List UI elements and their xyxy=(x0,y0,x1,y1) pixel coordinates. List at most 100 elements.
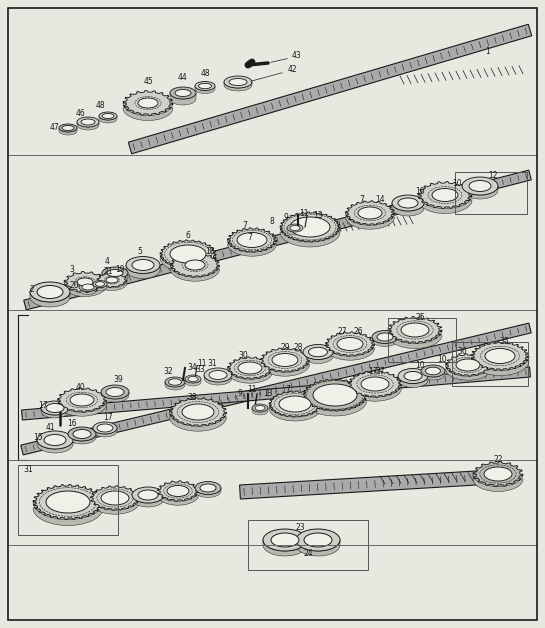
Text: 20: 20 xyxy=(69,281,79,291)
Polygon shape xyxy=(33,485,103,519)
Text: 23: 23 xyxy=(295,524,305,533)
Polygon shape xyxy=(195,86,215,94)
Polygon shape xyxy=(392,203,424,216)
Polygon shape xyxy=(58,388,106,412)
Polygon shape xyxy=(99,116,117,123)
Polygon shape xyxy=(445,354,490,376)
Ellipse shape xyxy=(290,225,300,230)
Ellipse shape xyxy=(185,375,201,383)
Polygon shape xyxy=(227,357,272,379)
Polygon shape xyxy=(227,368,272,383)
Polygon shape xyxy=(101,392,129,402)
Polygon shape xyxy=(93,428,117,437)
Polygon shape xyxy=(296,540,340,556)
Ellipse shape xyxy=(237,232,267,247)
Polygon shape xyxy=(471,342,529,371)
Polygon shape xyxy=(126,265,160,278)
Polygon shape xyxy=(68,434,96,444)
Text: 9: 9 xyxy=(283,214,288,222)
Ellipse shape xyxy=(398,369,428,384)
Text: 22: 22 xyxy=(493,455,502,465)
Text: 48: 48 xyxy=(95,102,105,111)
Polygon shape xyxy=(59,128,77,135)
Text: 13: 13 xyxy=(313,212,323,220)
Bar xyxy=(452,342,528,386)
Polygon shape xyxy=(97,273,127,288)
Text: 1: 1 xyxy=(486,48,491,57)
Bar xyxy=(455,172,527,214)
Polygon shape xyxy=(227,228,276,252)
Ellipse shape xyxy=(484,467,512,481)
Text: 21: 21 xyxy=(103,268,113,276)
Text: 10: 10 xyxy=(452,178,462,188)
Text: 25: 25 xyxy=(415,313,425,323)
Text: 7: 7 xyxy=(243,220,247,229)
Polygon shape xyxy=(90,498,140,514)
Polygon shape xyxy=(123,90,173,116)
Text: 9: 9 xyxy=(238,389,243,398)
Polygon shape xyxy=(22,367,530,420)
Ellipse shape xyxy=(41,401,69,415)
Text: 5: 5 xyxy=(137,247,142,256)
Ellipse shape xyxy=(290,217,330,237)
Ellipse shape xyxy=(485,349,515,364)
Polygon shape xyxy=(346,201,395,225)
Ellipse shape xyxy=(337,337,363,350)
Text: 13: 13 xyxy=(263,389,273,399)
Text: 10: 10 xyxy=(415,360,425,369)
Text: 12: 12 xyxy=(488,170,498,180)
Polygon shape xyxy=(41,408,69,418)
Polygon shape xyxy=(64,271,106,293)
Text: 28: 28 xyxy=(293,342,303,352)
Polygon shape xyxy=(185,379,201,386)
Polygon shape xyxy=(418,195,472,214)
Polygon shape xyxy=(79,287,97,295)
Ellipse shape xyxy=(81,119,95,125)
Text: 7: 7 xyxy=(360,195,365,205)
Ellipse shape xyxy=(107,269,123,276)
Text: 36: 36 xyxy=(457,347,467,357)
Ellipse shape xyxy=(95,282,105,286)
Polygon shape xyxy=(348,371,402,397)
Text: 31: 31 xyxy=(207,359,217,369)
Text: 44: 44 xyxy=(178,73,188,82)
Bar xyxy=(18,465,118,535)
Polygon shape xyxy=(93,284,107,291)
Ellipse shape xyxy=(101,491,129,505)
Text: 11: 11 xyxy=(247,386,257,394)
Ellipse shape xyxy=(313,384,357,406)
Polygon shape xyxy=(372,337,398,347)
Text: 19: 19 xyxy=(115,266,125,274)
Ellipse shape xyxy=(97,424,113,432)
Polygon shape xyxy=(252,408,268,415)
Polygon shape xyxy=(169,398,227,426)
Ellipse shape xyxy=(102,267,128,279)
Ellipse shape xyxy=(37,431,73,449)
Ellipse shape xyxy=(82,284,94,290)
Ellipse shape xyxy=(462,177,498,195)
Text: 38: 38 xyxy=(187,392,197,401)
Text: 40: 40 xyxy=(75,382,85,391)
Ellipse shape xyxy=(238,362,262,374)
Ellipse shape xyxy=(170,87,196,99)
Bar xyxy=(388,318,456,362)
Polygon shape xyxy=(445,365,490,380)
Polygon shape xyxy=(263,540,307,556)
Polygon shape xyxy=(102,273,128,283)
Text: 43: 43 xyxy=(291,51,301,60)
Polygon shape xyxy=(204,375,232,385)
Ellipse shape xyxy=(93,281,107,288)
Bar xyxy=(248,520,368,570)
Text: 10: 10 xyxy=(437,355,447,364)
Ellipse shape xyxy=(59,124,77,132)
Ellipse shape xyxy=(106,387,124,396)
Ellipse shape xyxy=(198,84,211,89)
Text: 11: 11 xyxy=(197,359,207,369)
Text: 35: 35 xyxy=(499,337,509,347)
Ellipse shape xyxy=(175,90,191,97)
Polygon shape xyxy=(269,404,321,421)
Ellipse shape xyxy=(377,333,393,341)
Text: 3: 3 xyxy=(70,266,75,274)
Polygon shape xyxy=(30,292,70,307)
Polygon shape xyxy=(471,356,529,376)
